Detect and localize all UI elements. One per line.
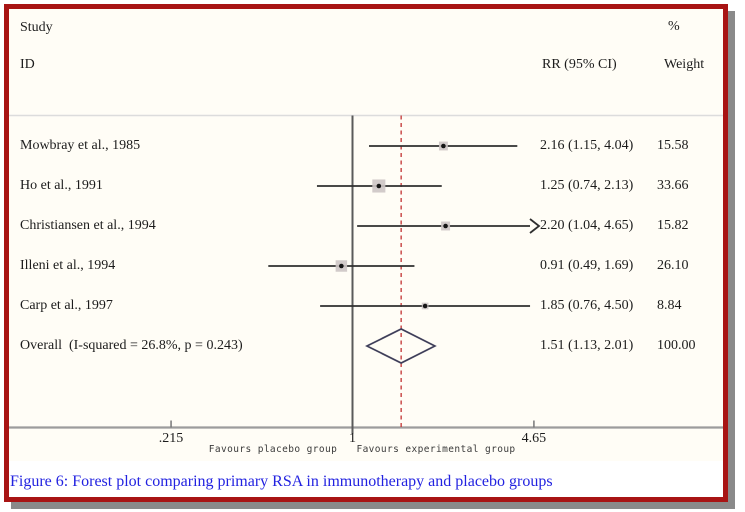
overall-weight-value: 100.00 bbox=[657, 338, 696, 353]
study-label: Illeni et al., 1994 bbox=[20, 258, 116, 273]
point-estimate-marker bbox=[376, 183, 382, 189]
rr-ci-value: 1.25 (0.74, 2.13) bbox=[540, 178, 634, 193]
axis-label-favours-placebo: Favours placebo group bbox=[208, 444, 338, 455]
column-header-weight: Weight bbox=[664, 57, 705, 72]
forest-plot-canvas bbox=[9, 114, 723, 434]
weight-value: 15.82 bbox=[657, 218, 689, 233]
study-label: Ho et al., 1991 bbox=[20, 178, 103, 193]
axis-tick-label: 1 bbox=[349, 431, 356, 446]
weight-value: 15.58 bbox=[657, 138, 689, 153]
overall-label: Overall (I-squared = 26.8%, p = 0.243) bbox=[20, 338, 243, 353]
column-header-study: Study bbox=[20, 20, 53, 35]
overall-rr-ci-value: 1.51 (1.13, 2.01) bbox=[540, 338, 634, 353]
axis-tick-label: .215 bbox=[158, 431, 184, 446]
axis-tick-label: 4.65 bbox=[521, 431, 547, 446]
study-label: Mowbray et al., 1985 bbox=[20, 138, 141, 153]
weight-value: 8.84 bbox=[657, 298, 682, 313]
point-estimate-marker bbox=[443, 223, 448, 229]
study-label: Carp et al., 1997 bbox=[20, 298, 113, 313]
drop-shadow-right bbox=[728, 11, 735, 502]
point-estimate-marker bbox=[441, 143, 446, 149]
rr-ci-value: 2.20 (1.04, 4.65) bbox=[540, 218, 634, 233]
study-label: Christiansen et al., 1994 bbox=[20, 218, 156, 233]
drop-shadow-bottom bbox=[11, 502, 735, 509]
weight-value: 26.10 bbox=[657, 258, 689, 273]
rr-ci-value: 0.91 (0.49, 1.69) bbox=[540, 258, 634, 273]
column-header-id: ID bbox=[20, 57, 35, 72]
figure-border: Study ID % RR (95% CI) Weight Mowbray et… bbox=[4, 4, 728, 502]
forest-plot: Study ID % RR (95% CI) Weight Mowbray et… bbox=[9, 9, 723, 461]
weight-value: 33.66 bbox=[657, 178, 689, 193]
point-estimate-marker bbox=[339, 263, 344, 269]
column-header-rr-ci: RR (95% CI) bbox=[542, 57, 617, 72]
point-estimate-marker bbox=[422, 303, 428, 309]
column-header-percent: % bbox=[668, 19, 680, 34]
figure-caption: Figure 6: Forest plot comparing primary … bbox=[10, 473, 553, 490]
ci-clip-arrow bbox=[529, 218, 541, 234]
axis-label-favours-experimental: Favours experimental group bbox=[356, 444, 516, 455]
rr-ci-value: 2.16 (1.15, 4.04) bbox=[540, 138, 634, 153]
rr-ci-value: 1.85 (0.76, 4.50) bbox=[540, 298, 634, 313]
overall-diamond bbox=[365, 328, 437, 364]
